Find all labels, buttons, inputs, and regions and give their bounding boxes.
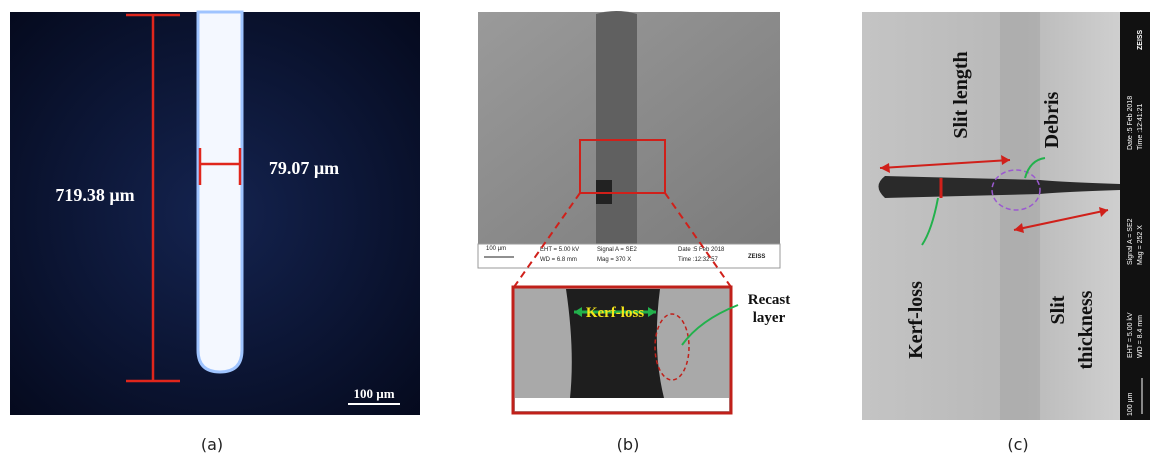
kerf-label: Kerf-loss [586,305,644,321]
recast-label: layer [753,310,786,326]
kerf-label: Kerf-loss [905,281,927,359]
info: Mag = 252 X [1137,225,1144,265]
info: WD = 8.4 mm [1137,315,1144,358]
inset-info-bar [515,398,729,411]
scale-bar-label: 100 µm [1127,392,1134,416]
slit-length-label: Slit length [950,51,972,138]
width-label: 79.07 µm [269,158,339,178]
info: Signal A = SE2 [597,247,638,253]
recast-zone [1000,12,1040,420]
info: Time :12:32:57 [678,257,718,263]
caption: (c) [1007,435,1028,454]
info: Date :5 Feb 2018 [678,247,725,253]
scale-bar-label: 100 µm [353,386,394,401]
info-bar [1120,12,1150,420]
slit [198,12,242,372]
page: 719.38 µm 79.07 µm 100 µm (a) 100 µm EHT… [0,0,1162,459]
info: Time :12:41:21 [1137,103,1144,150]
recast-label: Recast [748,292,790,308]
slit-thickness-label: thickness [1075,290,1097,369]
info: WD = 6.8 mm [540,257,577,263]
info: EHT = 5.00 kV [1127,312,1134,358]
info: Date :5 Feb 2018 [1127,96,1134,150]
info: Signal A = SE2 [1127,218,1134,265]
panel-a: 719.38 µm 79.07 µm 100 µm (a) [10,12,420,454]
length-label: 719.38 µm [55,185,134,205]
caption: (a) [201,435,223,454]
brand: ZEISS [1137,29,1144,50]
slit [596,11,637,244]
scale-bar-label: 100 µm [486,246,506,252]
panel-b: 100 µm EHT = 5.00 kV WD = 6.8 mm Signal … [478,11,790,454]
panel-c: Date :5 Feb 2018 Time :12:41:21 Signal A… [862,12,1150,454]
debris-label: Debris [1041,91,1063,148]
slit-thickness-label: Slit [1047,295,1069,324]
info: Mag = 370 X [597,257,631,263]
info: EHT = 5.00 kV [540,247,579,253]
brand: ZEISS [748,254,765,260]
figure: 719.38 µm 79.07 µm 100 µm (a) 100 µm EHT… [0,0,1162,459]
caption: (b) [617,435,640,454]
